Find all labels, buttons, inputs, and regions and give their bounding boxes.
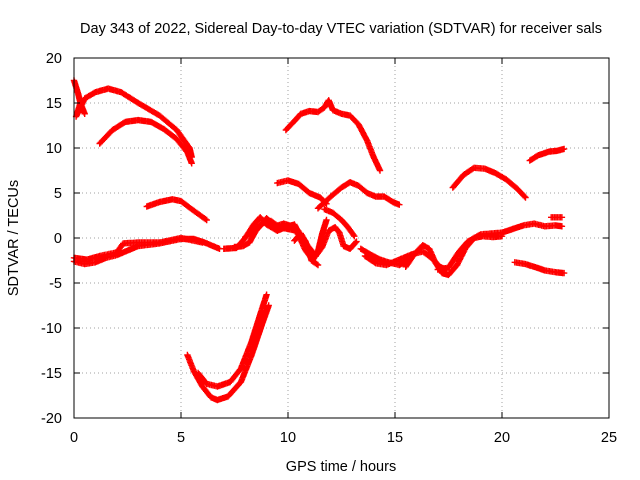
series-markers [314, 179, 403, 212]
series-markers [526, 145, 568, 164]
x-tick-label: 10 [280, 430, 296, 446]
series-markers [282, 97, 384, 174]
series-arc-b [96, 116, 195, 167]
series-arc-t [548, 214, 566, 221]
series-arc-w [511, 259, 568, 277]
y-tick-label: -5 [49, 276, 62, 292]
series-arc-j [242, 215, 317, 265]
series-markers [184, 302, 272, 404]
x-tick-label: 20 [494, 430, 510, 446]
y-tick-label: 5 [54, 186, 62, 202]
x-tick-label: 25 [601, 430, 617, 446]
y-axis-label: SDTVAR / TECUs [6, 180, 22, 296]
x-axis-label: GPS time / hours [286, 459, 396, 475]
series-arc-k [291, 224, 360, 260]
series-arc-c [143, 196, 210, 224]
x-tick-label: 0 [70, 430, 78, 446]
series-arc-v [526, 145, 568, 164]
series-markers [434, 220, 566, 273]
series-markers [291, 224, 360, 260]
series-arc-s [434, 220, 566, 273]
y-tick-label: -10 [41, 321, 62, 337]
data-series [70, 77, 568, 404]
series-markers [511, 259, 568, 277]
series-markers [194, 291, 270, 390]
series-markers [242, 215, 317, 265]
series-arc-m [274, 177, 330, 207]
series-arc-f [184, 302, 272, 404]
series-markers [96, 116, 195, 167]
y-tick-label: 15 [46, 96, 62, 112]
x-tick-label: 15 [387, 430, 403, 446]
series-arc-o [321, 206, 358, 240]
x-tick-label: 5 [177, 430, 185, 446]
y-tick-label: 10 [46, 141, 62, 157]
series-arc-l [282, 97, 384, 174]
axis-ticks: 0 5 10 15 20 25 -20 -15 -10 -5 0 5 10 15 20 [41, 51, 617, 446]
y-tick-label: 0 [54, 231, 62, 247]
series-arc-u [449, 164, 529, 201]
series-markers [274, 177, 330, 207]
series-markers [449, 164, 529, 201]
series-markers [548, 214, 566, 221]
y-tick-label: 20 [46, 51, 62, 67]
chart-title: Day 343 of 2022, Sidereal Day-to-day VTE… [80, 21, 602, 37]
y-tick-label: -20 [41, 411, 62, 427]
series-markers [143, 196, 210, 224]
series-markers [321, 206, 358, 240]
series-arc-g [194, 291, 270, 390]
y-tick-label: -15 [41, 366, 62, 382]
series-arc-n [314, 179, 403, 212]
